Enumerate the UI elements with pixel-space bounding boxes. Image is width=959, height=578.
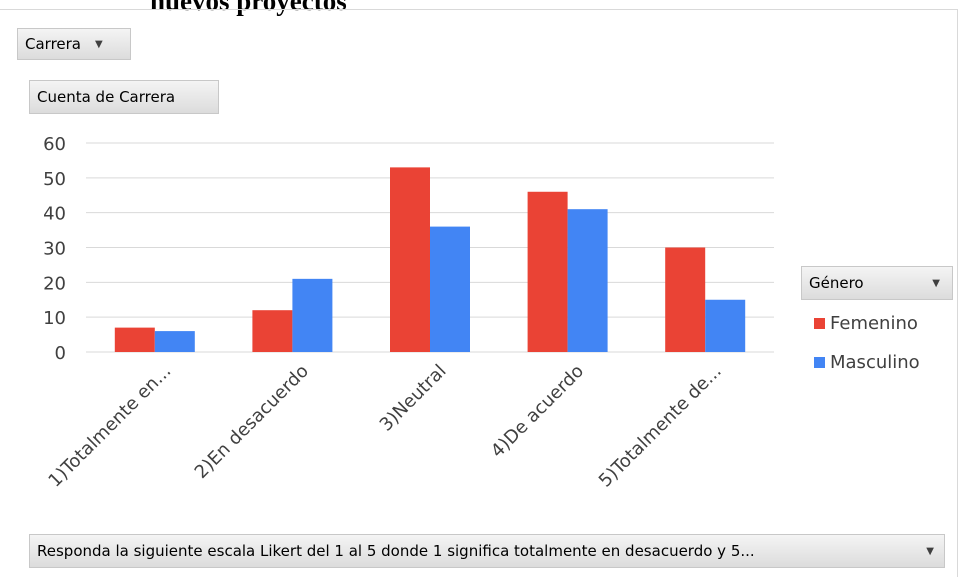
value-field-label: Cuenta de Carrera (29, 80, 219, 114)
axis-field-label: Responda la siguiente escala Likert del … (37, 542, 755, 560)
bar-femenino-4[interactable] (527, 191, 568, 352)
chart-legend: Femenino Masculino (814, 310, 920, 388)
document-heading-fragment: nuevos proyectos (150, 0, 347, 16)
genero-legend-filter-button[interactable]: Género ▼ (801, 266, 953, 300)
bar-masculino-1[interactable] (154, 331, 195, 352)
x-category-label: 5)Totalmente de... (595, 361, 726, 492)
y-tick-label: 0 (55, 343, 66, 364)
bar-masculino-3[interactable] (430, 226, 470, 352)
y-tick-label: 20 (43, 273, 66, 294)
x-category-label: 4)De acuerdo (487, 361, 588, 462)
bar-femenino-1[interactable] (114, 327, 155, 352)
axis-field-filter-button[interactable]: Responda la siguiente escala Likert del … (29, 534, 945, 568)
y-tick-label: 30 (43, 239, 66, 260)
y-tick-label: 50 (43, 169, 66, 190)
chevron-down-icon: ▼ (932, 277, 940, 289)
legend-swatch-masculino (814, 356, 825, 368)
bar-masculino-5[interactable] (705, 299, 746, 352)
carrera-filter-button[interactable]: Carrera ▼ (17, 28, 131, 60)
chart-frame (0, 9, 958, 577)
y-tick-label: 40 (43, 204, 66, 225)
bar-femenino-3[interactable] (390, 167, 430, 352)
bar-masculino-4[interactable] (567, 209, 608, 352)
y-tick-label: 60 (43, 134, 66, 155)
chevron-down-icon: ▼ (926, 545, 934, 557)
bar-femenino-5[interactable] (665, 247, 706, 353)
legend-label-masculino: Masculino (830, 351, 920, 373)
bar-femenino-2[interactable] (252, 310, 293, 352)
x-category-label: 2)En desacuerdo (191, 361, 313, 483)
x-category-label: 1)Totalmente en... (44, 361, 175, 492)
legend-label-femenino: Femenino (830, 312, 918, 334)
chevron-down-icon: ▼ (95, 38, 103, 50)
bar-masculino-2[interactable] (292, 278, 333, 352)
legend-swatch-femenino (814, 317, 825, 329)
legend-item-masculino: Masculino (814, 349, 920, 375)
y-tick-label: 10 (43, 308, 66, 329)
x-category-label: 3)Neutral (376, 361, 451, 436)
legend-item-femenino: Femenino (814, 310, 920, 336)
